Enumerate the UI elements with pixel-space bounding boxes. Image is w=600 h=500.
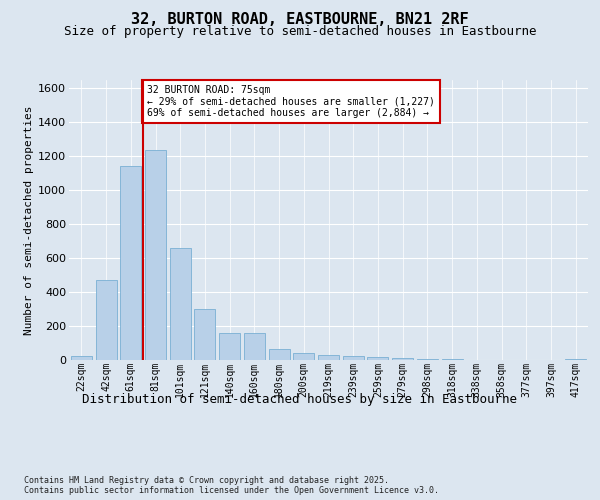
Text: Distribution of semi-detached houses by size in Eastbourne: Distribution of semi-detached houses by … bbox=[83, 392, 517, 406]
Text: 32, BURTON ROAD, EASTBOURNE, BN21 2RF: 32, BURTON ROAD, EASTBOURNE, BN21 2RF bbox=[131, 12, 469, 28]
Bar bbox=[565, 358, 586, 360]
Bar bbox=[269, 349, 290, 360]
Bar bbox=[71, 356, 92, 360]
Bar bbox=[392, 358, 413, 360]
Bar bbox=[318, 355, 339, 360]
Bar bbox=[194, 309, 215, 360]
Text: Size of property relative to semi-detached houses in Eastbourne: Size of property relative to semi-detach… bbox=[64, 25, 536, 38]
Bar bbox=[120, 166, 141, 360]
Y-axis label: Number of semi-detached properties: Number of semi-detached properties bbox=[24, 106, 34, 335]
Bar bbox=[219, 333, 240, 360]
Bar bbox=[367, 358, 388, 360]
Bar bbox=[417, 359, 438, 360]
Bar bbox=[244, 333, 265, 360]
Bar bbox=[343, 356, 364, 360]
Text: Contains HM Land Registry data © Crown copyright and database right 2025.
Contai: Contains HM Land Registry data © Crown c… bbox=[24, 476, 439, 495]
Bar bbox=[170, 248, 191, 360]
Bar bbox=[293, 353, 314, 360]
Bar bbox=[145, 150, 166, 360]
Bar bbox=[95, 280, 116, 360]
Text: 32 BURTON ROAD: 75sqm
← 29% of semi-detached houses are smaller (1,227)
69% of s: 32 BURTON ROAD: 75sqm ← 29% of semi-deta… bbox=[147, 85, 435, 118]
